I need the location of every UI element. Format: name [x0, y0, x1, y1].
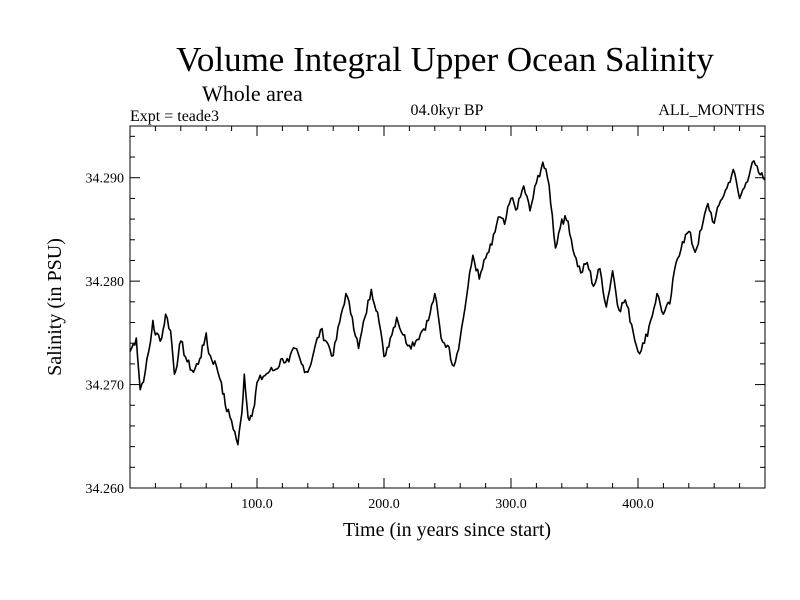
months-label: ALL_MONTHS	[658, 102, 765, 119]
chart-title: Volume Integral Upper Ocean Salinity	[176, 40, 714, 79]
y-tick-label: 34.260	[86, 482, 125, 497]
y-tick-label: 34.280	[86, 275, 125, 290]
plot-frame	[129, 125, 766, 489]
x-tick-label: 200.0	[368, 497, 400, 512]
axis-ticks	[130, 126, 765, 488]
y-tick-label: 34.290	[86, 172, 125, 187]
x-tick-label: 400.0	[622, 497, 654, 512]
experiment-label: Expt = teade3	[130, 108, 219, 125]
y-axis-label: Salinity (in PSU)	[44, 238, 66, 376]
salinity-series-line	[129, 160, 766, 446]
x-tick-labels: 100.0 200.0 300.0 400.0	[241, 497, 654, 512]
x-axis-label: Time (in years since start)	[343, 519, 551, 541]
x-tick-label: 100.0	[241, 497, 273, 512]
y-tick-label: 34.270	[86, 379, 125, 394]
x-tick-label: 300.0	[495, 497, 527, 512]
period-label: 04.0kyr BP	[411, 102, 484, 119]
y-tick-labels: 34.260 34.270 34.280 34.290	[86, 172, 125, 497]
chart-subtitle: Whole area	[202, 81, 303, 106]
